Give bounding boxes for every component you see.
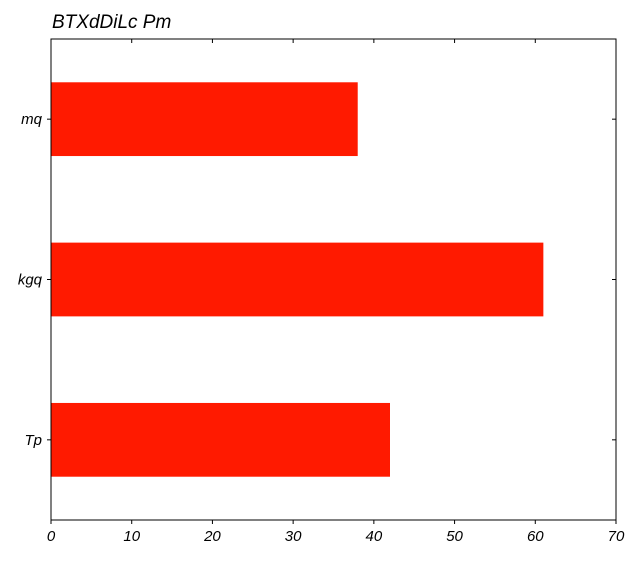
x-tick-label: 10 (123, 528, 140, 545)
x-tick-label: 40 (366, 528, 383, 545)
y-tick-label: mq (21, 111, 42, 128)
x-tick-label: 70 (608, 528, 625, 545)
y-tick-label: Tp (24, 432, 42, 449)
bar-Tp (51, 402, 390, 477)
x-tick-label: 50 (446, 528, 463, 545)
chart-title: BTXdDiLc Pm (52, 12, 171, 33)
ticks-layer (47, 39, 617, 524)
bar-mq (51, 82, 358, 157)
x-tick-label: 20 (203, 528, 221, 545)
labels-layer: mq kgq Tp 0 10 20 30 40 50 60 70 (18, 111, 625, 545)
x-tick-label: 30 (285, 528, 302, 545)
x-tick-label: 0 (47, 528, 56, 545)
x-tick-label: 60 (527, 528, 544, 545)
bars-layer (51, 82, 544, 477)
bar-kgq (51, 242, 544, 317)
y-tick-label: kgq (18, 272, 43, 289)
